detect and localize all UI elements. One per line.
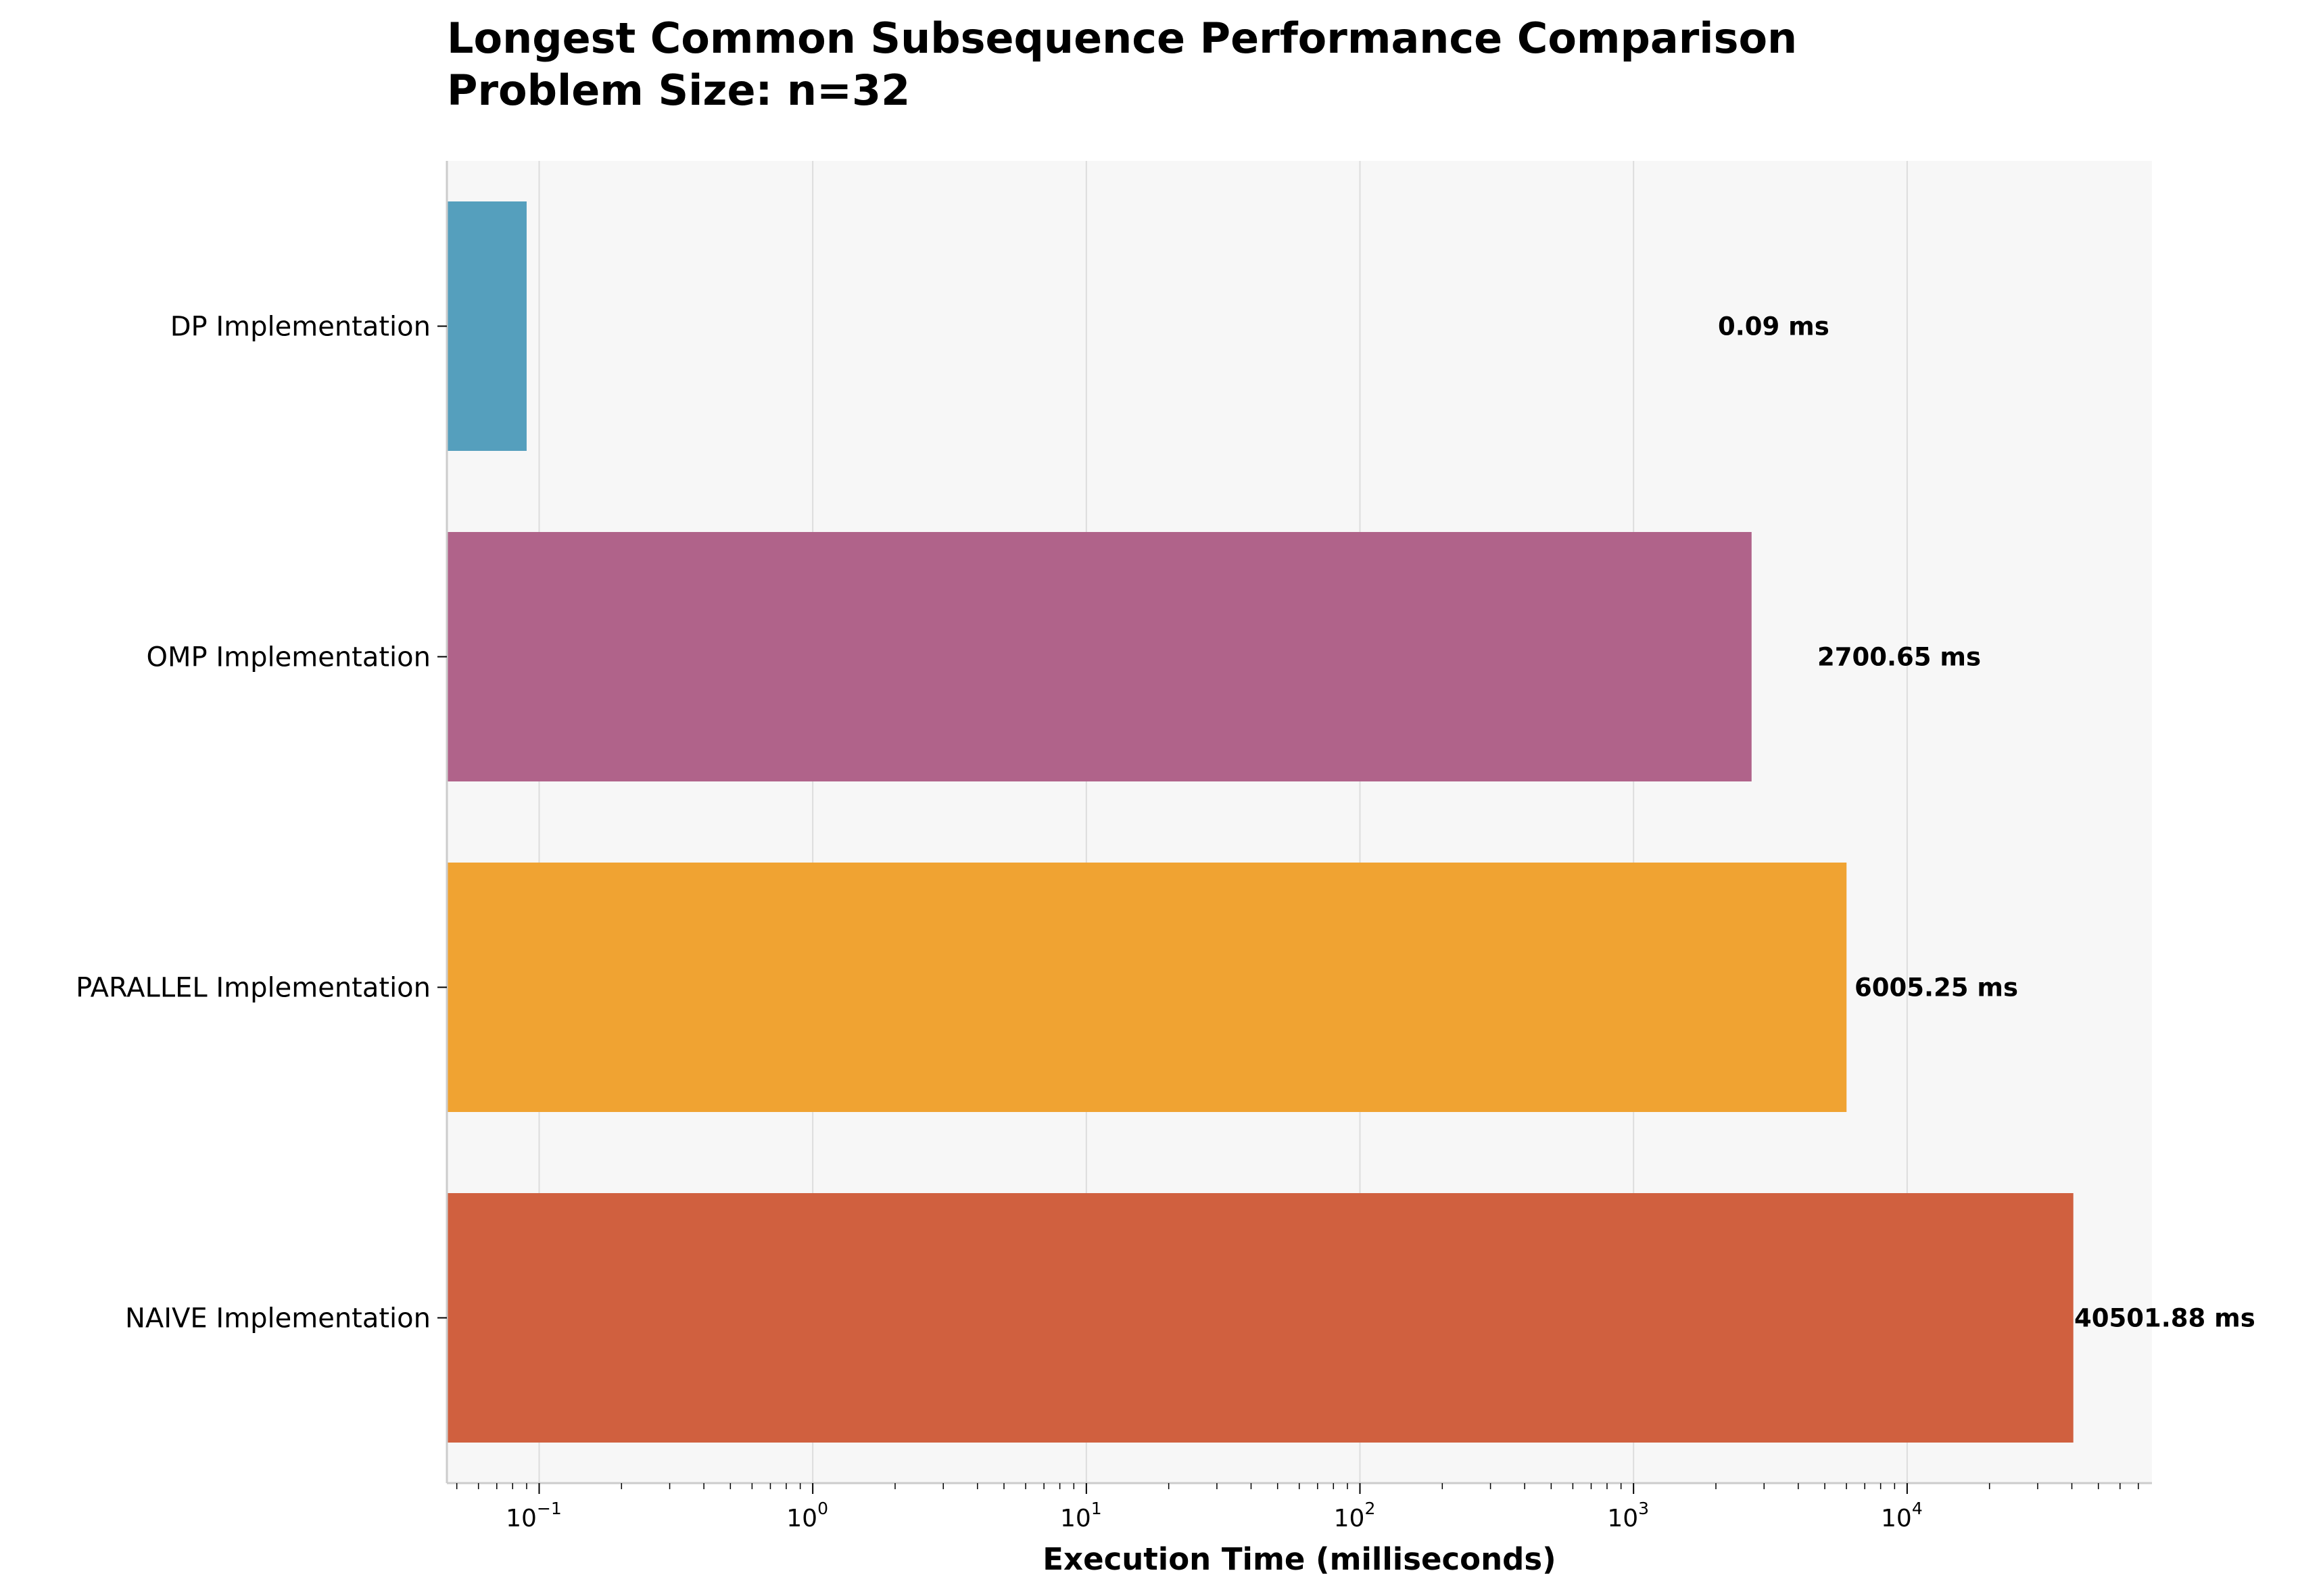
x-tick-label: 10−1 [506, 1499, 562, 1532]
y-tick-label: NAIVE Implementation [125, 1303, 431, 1334]
x-tick-label: 101 [1060, 1499, 1102, 1532]
x-tick-label: 102 [1334, 1499, 1376, 1532]
bar [447, 1193, 2074, 1443]
x-axis-ticks: 10−1 100 101 102 103 104 [456, 1483, 2139, 1532]
bar [447, 201, 527, 451]
y-tick-label: DP Implementation [170, 312, 431, 343]
y-axis-labels: DP Implementation OMP Implementation PARAL… [76, 312, 447, 1334]
bar-value-label: 40501.88 ms [2074, 1304, 2255, 1333]
bar-value-label: 6005.25 ms [1854, 973, 2018, 1002]
chart-title: Longest Common Subsequence Performance C… [447, 14, 1797, 63]
x-tick-label: 103 [1607, 1499, 1649, 1532]
x-tick-label: 100 [786, 1499, 828, 1532]
bar [447, 863, 1847, 1112]
y-tick-label: PARALLEL Implementation [76, 973, 431, 1004]
bar-value-label: 2700.65 ms [1817, 643, 1981, 672]
x-axis-label: Execution Time (milliseconds) [1043, 1541, 1556, 1577]
y-tick-label: OMP Implementation [147, 642, 431, 673]
x-tick-label: 104 [1881, 1499, 1923, 1532]
bars [447, 201, 2074, 1443]
chart-subtitle: Problem Size: n=32 [447, 66, 910, 115]
bar-value-label: 0.09 ms [1718, 312, 1829, 341]
bar [447, 532, 1752, 781]
data-labels: 0.09 ms 2700.65 ms 6005.25 ms 40501.88 ms [1718, 312, 2255, 1333]
